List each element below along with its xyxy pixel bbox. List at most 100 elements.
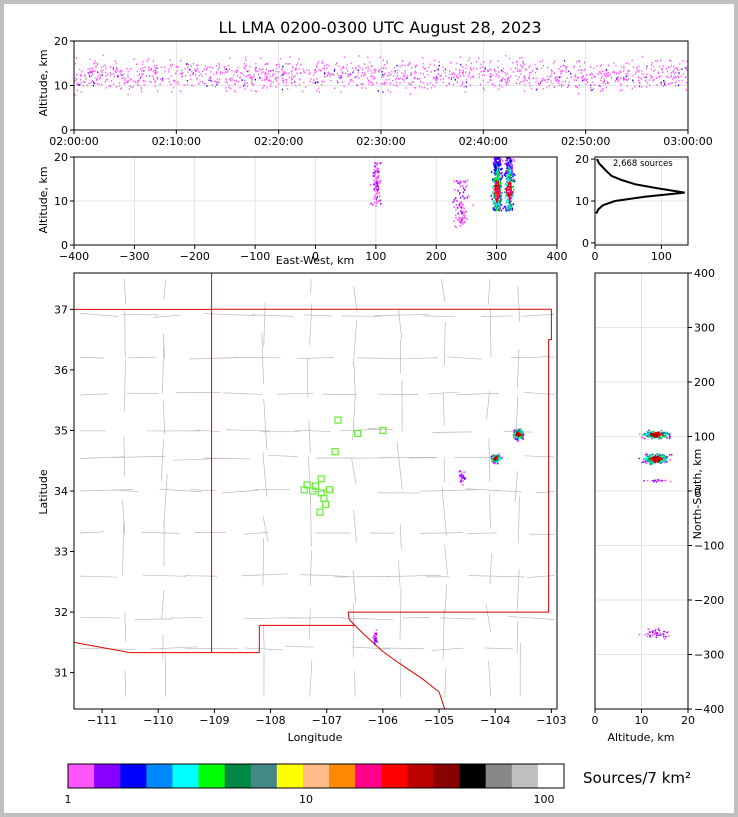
ew-height-point xyxy=(506,187,508,189)
ew-height-point xyxy=(498,200,500,203)
ew-height-point xyxy=(500,189,502,192)
time-height-point xyxy=(415,71,417,74)
time-height-point xyxy=(124,79,126,81)
time-height-point xyxy=(323,80,325,83)
ew-height-point xyxy=(498,172,500,175)
county-line xyxy=(308,456,311,504)
ew-height-point xyxy=(495,164,497,167)
time-height-point xyxy=(246,85,248,88)
time-height-point xyxy=(490,60,492,62)
ew-height-point xyxy=(510,200,512,203)
time-height-point xyxy=(484,74,486,77)
time-height-point xyxy=(665,84,667,87)
ew-height-point xyxy=(509,202,511,205)
ew-height-point xyxy=(377,181,379,184)
ew-height-point xyxy=(494,207,496,209)
time-height-point xyxy=(599,90,602,92)
time-height-point xyxy=(645,67,647,70)
map-source-point xyxy=(462,484,464,486)
ns-height-point xyxy=(654,460,657,462)
time-height-point xyxy=(228,84,230,87)
ew-height-point xyxy=(467,194,470,197)
ew-height-point xyxy=(498,191,500,194)
county-line xyxy=(123,279,127,304)
time-height-point xyxy=(449,73,451,76)
time-height-point xyxy=(199,81,201,83)
time-height-point xyxy=(235,69,238,71)
ns-height-point xyxy=(645,433,647,436)
time-height-point xyxy=(327,73,329,76)
ns-height-point xyxy=(658,460,661,462)
time-height-point xyxy=(464,90,466,93)
ew-height-point xyxy=(497,162,500,165)
map-source-point xyxy=(515,433,518,436)
county-line xyxy=(150,646,198,650)
map-source-point xyxy=(512,434,515,436)
time-height-point xyxy=(291,82,293,85)
county-line xyxy=(489,553,493,585)
time-height-point xyxy=(608,82,610,84)
ew-height-point xyxy=(512,173,514,176)
time-height-point xyxy=(381,83,383,85)
map-source-point xyxy=(521,435,524,438)
time-height-point xyxy=(635,71,637,73)
ew-height-point xyxy=(499,207,501,210)
time-height-point xyxy=(578,69,580,71)
ew-height-point xyxy=(380,202,382,205)
time-height-point xyxy=(147,66,150,69)
time-height-point xyxy=(435,80,437,82)
time-height-point xyxy=(419,72,422,75)
time-height-point xyxy=(214,80,216,82)
time-height-point xyxy=(408,82,410,85)
county-line xyxy=(113,489,139,492)
ew-height-point xyxy=(493,208,496,211)
time-height-point xyxy=(515,75,517,77)
time-height-point xyxy=(320,69,322,72)
time-height-point xyxy=(599,65,601,67)
time-height-point xyxy=(587,81,589,84)
ew-height-point xyxy=(493,164,496,167)
county-line xyxy=(277,392,314,395)
time-height-point xyxy=(251,76,253,78)
time-height-point xyxy=(117,75,119,78)
county-line xyxy=(485,604,492,633)
ns-height-point xyxy=(659,457,661,459)
time-height-point xyxy=(532,77,534,80)
time-height-point xyxy=(484,70,486,73)
time-height-point xyxy=(396,84,398,87)
time-height-point xyxy=(658,65,660,68)
time-height-point xyxy=(497,60,499,62)
time-height-point xyxy=(602,89,604,92)
ns-height-point xyxy=(643,458,645,460)
time-height-point xyxy=(495,70,497,73)
time-height-point xyxy=(309,72,311,74)
time-height-point xyxy=(409,83,411,85)
time-height-point xyxy=(267,62,269,65)
time-height-point xyxy=(177,66,179,68)
time-height-point xyxy=(558,76,560,79)
time-height-point xyxy=(352,71,354,74)
ew-height-point xyxy=(511,170,514,173)
ew-height-point xyxy=(499,204,502,206)
time-height-point xyxy=(686,69,688,72)
time-height-point xyxy=(93,62,96,64)
time-height-point xyxy=(396,77,398,79)
time-height-point xyxy=(517,78,519,81)
county-line xyxy=(516,569,520,612)
time-height-point xyxy=(560,65,562,68)
county-line xyxy=(409,457,438,459)
ns-height-point xyxy=(642,461,645,463)
time-height-point xyxy=(502,77,504,79)
county-line xyxy=(383,647,424,650)
map-source-point xyxy=(514,428,517,431)
time-height-point xyxy=(393,75,395,78)
ew-height-point xyxy=(495,191,497,193)
ns-height-point xyxy=(663,457,665,459)
ew-height-point xyxy=(494,167,496,170)
time-height-point xyxy=(377,90,379,92)
county-line xyxy=(481,315,513,317)
time-height-point xyxy=(426,88,429,90)
time-height-point xyxy=(346,67,348,70)
time-height-point xyxy=(233,73,235,76)
ew-height-point xyxy=(452,201,454,203)
